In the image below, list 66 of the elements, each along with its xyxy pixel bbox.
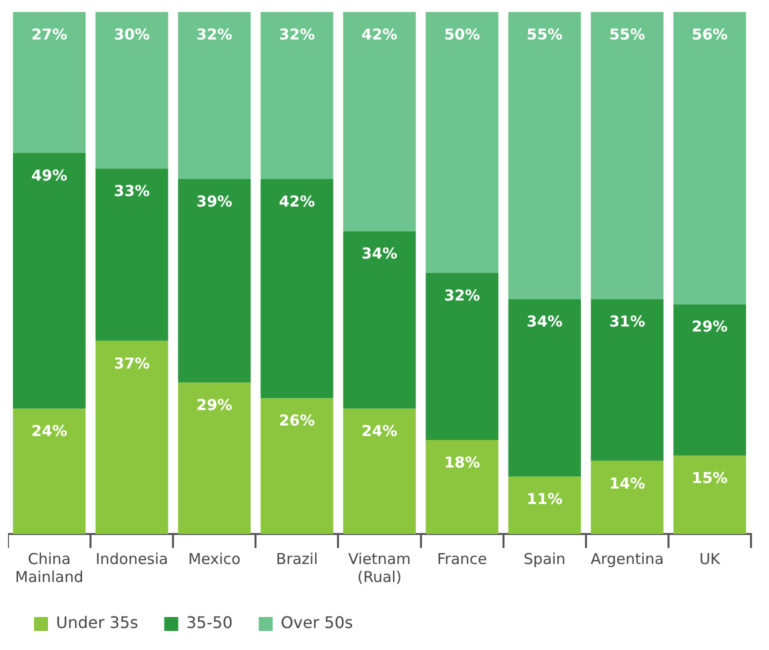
bar [590, 299, 664, 461]
data-label: 33% [114, 182, 150, 200]
legend-label: Under 35s [56, 613, 138, 632]
data-label: 55% [526, 25, 563, 44]
bar [343, 408, 416, 534]
data-label: 32% [444, 286, 480, 304]
bar [96, 12, 168, 169]
bar [96, 340, 168, 534]
data-label: 18% [444, 453, 480, 472]
x-tick-label: Indonesia [96, 550, 168, 568]
bar [426, 440, 498, 534]
data-label: 32% [196, 25, 232, 44]
x-tick-label: Mexico [188, 550, 241, 568]
bar [260, 12, 334, 180]
data-label: 14% [609, 474, 646, 492]
bar [12, 12, 86, 153]
x-tick-label: China Mainland [15, 550, 84, 586]
data-label: 34% [362, 244, 398, 263]
bar [178, 179, 251, 383]
x-tick-label: Argentina [590, 550, 664, 568]
bar [590, 460, 664, 534]
data-label: 32% [278, 25, 315, 44]
bar [590, 12, 664, 300]
data-label: 49% [31, 166, 68, 184]
data-label: 55% [609, 25, 646, 44]
bar [260, 398, 334, 534]
data-label: 39% [196, 192, 232, 210]
x-tick-label: Spain [524, 550, 566, 568]
bar [12, 152, 86, 409]
data-label: 15% [692, 469, 728, 488]
data-label: 27% [31, 25, 68, 44]
data-label: 42% [362, 25, 398, 44]
data-label: 37% [114, 354, 150, 372]
legend-label: Over 50s [280, 613, 353, 632]
data-label: 31% [609, 312, 646, 330]
legend-label: 35-50 [186, 613, 233, 632]
data-label: 26% [278, 412, 315, 430]
data-label: 24% [31, 422, 68, 440]
bar [96, 168, 168, 341]
bar [178, 12, 251, 180]
data-label: 29% [196, 396, 232, 414]
data-label: 11% [526, 490, 563, 508]
bar [673, 304, 746, 456]
x-tick-label: France [437, 550, 487, 568]
bar [673, 12, 746, 304]
data-label: 29% [692, 318, 728, 336]
data-label: 34% [526, 312, 563, 330]
data-label: 24% [362, 422, 398, 440]
bar [508, 12, 581, 300]
bar [343, 12, 416, 232]
bar [178, 382, 251, 534]
bar [12, 408, 86, 534]
bar [508, 299, 581, 477]
bar [673, 456, 746, 534]
bar [426, 273, 498, 440]
data-label: 30% [114, 25, 150, 44]
data-label: 42% [278, 192, 315, 210]
x-tick-label: Vietnam (Rual) [348, 550, 411, 586]
data-label: 56% [692, 25, 728, 44]
bar [260, 179, 334, 398]
bar [426, 12, 498, 273]
bar [508, 476, 581, 534]
bar [343, 231, 416, 409]
data-label: 50% [444, 25, 480, 44]
x-tick-label: UK [699, 550, 722, 568]
x-tick-label: Brazil [276, 550, 318, 568]
